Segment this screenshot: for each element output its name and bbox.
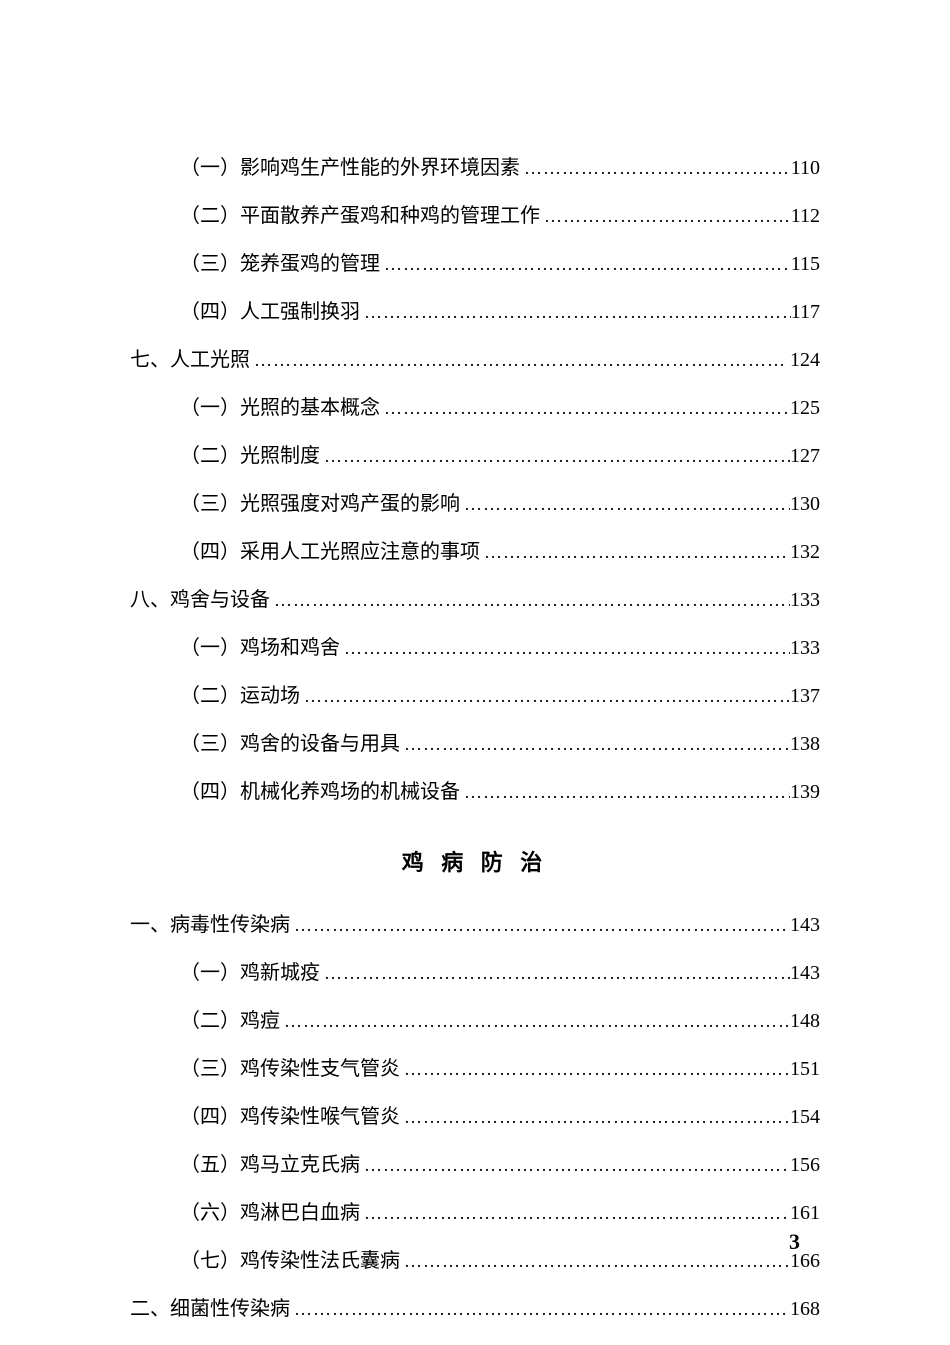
toc-entry-page: 143 (790, 955, 820, 991)
toc-entry-label: （二）光照制度 (180, 438, 320, 474)
toc-entry: （三）笼养蛋鸡的管理…………………………………………………………………………11… (130, 246, 820, 282)
toc-entry: 二、细菌性传染病…………………………………………………………………………168 (130, 1291, 820, 1327)
toc-entry-dots: ………………………………………………………………………… (540, 200, 791, 232)
toc-entry-label: （一）光照的基本概念 (180, 390, 380, 426)
toc-entry-label: （六）鸡淋巴白血病 (180, 1195, 360, 1231)
toc-entry-page: 168 (790, 1291, 820, 1327)
toc-entry-dots: ………………………………………………………………………… (360, 1149, 790, 1181)
toc-entry-label: （四）人工强制换羽 (180, 294, 360, 330)
toc-entry-label: 七、人工光照 (130, 342, 250, 378)
toc-entry-page: 133 (790, 582, 820, 618)
toc-entry-label: （一）影响鸡生产性能的外界环境因素 (180, 150, 520, 186)
toc-entry-page: 117 (791, 294, 820, 330)
toc-entry-page: 137 (790, 678, 820, 714)
toc-entry-label: （三）光照强度对鸡产蛋的影响 (180, 486, 460, 522)
toc-entry-dots: ………………………………………………………………………… (380, 392, 790, 424)
toc-entry-label: （二）平面散养产蛋鸡和种鸡的管理工作 (180, 198, 540, 234)
toc-entry-page: 148 (790, 1003, 820, 1039)
toc-entry-dots: ………………………………………………………………………… (480, 536, 790, 568)
toc-entry-page: 139 (790, 774, 820, 810)
section-title: 鸡 病 防 治 (130, 845, 820, 877)
toc-entry: （四）采用人工光照应注意的事项…………………………………………………………………… (130, 534, 820, 570)
toc-entry: 一、病毒性传染病…………………………………………………………………………143 (130, 907, 820, 943)
toc-entry: （一）鸡场和鸡舍…………………………………………………………………………133 (130, 630, 820, 666)
toc-entry-dots: ………………………………………………………………………… (460, 488, 790, 520)
toc-entry-label: （一）鸡新城疫 (180, 955, 320, 991)
toc-entry-dots: ………………………………………………………………………… (320, 440, 790, 472)
toc-entry-label: （三）鸡舍的设备与用具 (180, 726, 400, 762)
toc-entry-dots: ………………………………………………………………………… (290, 1293, 790, 1325)
toc-entry-dots: ………………………………………………………………………… (290, 909, 790, 941)
toc-entry-label: （四）机械化养鸡场的机械设备 (180, 774, 460, 810)
toc-entry-dots: ………………………………………………………………………… (280, 1005, 790, 1037)
toc-entry: （三）光照强度对鸡产蛋的影响……………………………………………………………………… (130, 486, 820, 522)
toc-entry-label: （三）笼养蛋鸡的管理 (180, 246, 380, 282)
toc-entry-dots: ………………………………………………………………………… (360, 296, 791, 328)
toc-entry-label: （五）鸡马立克氏病 (180, 1147, 360, 1183)
toc-entry: （一）光照的基本概念…………………………………………………………………………12… (130, 390, 820, 426)
toc-entry-label: （二）运动场 (180, 678, 300, 714)
toc-entry: 七、人工光照…………………………………………………………………………124 (130, 342, 820, 378)
toc-entry: （四）鸡传染性喉气管炎…………………………………………………………………………1… (130, 1099, 820, 1135)
toc-entry: （三）鸡舍的设备与用具…………………………………………………………………………1… (130, 726, 820, 762)
toc-entry: （二）平面散养产蛋鸡和种鸡的管理工作…………………………………………………………… (130, 198, 820, 234)
toc-entry-dots: ………………………………………………………………………… (320, 957, 790, 989)
toc-entry-page: 161 (790, 1195, 820, 1231)
toc-entry-page: 154 (790, 1099, 820, 1135)
toc-entry-label: 二、细菌性传染病 (130, 1291, 290, 1327)
toc-entry-dots: ………………………………………………………………………… (400, 1245, 790, 1277)
toc-entry-page: 124 (790, 342, 820, 378)
toc-entry-label: （二）鸡痘 (180, 1003, 280, 1039)
toc-entry-page: 112 (791, 198, 820, 234)
toc-entry-page: 151 (790, 1051, 820, 1087)
toc-entry: （五）鸡马立克氏病…………………………………………………………………………156 (130, 1147, 820, 1183)
toc-entry: （二）运动场…………………………………………………………………………137 (130, 678, 820, 714)
toc-entry-dots: ………………………………………………………………………… (380, 248, 791, 280)
toc-entry-dots: ………………………………………………………………………… (360, 1197, 790, 1229)
toc-entry-page: 115 (791, 246, 820, 282)
toc-entry: （一）鸡新城疫…………………………………………………………………………143 (130, 955, 820, 991)
toc-entry: （六）鸡淋巴白血病…………………………………………………………………………161 (130, 1195, 820, 1231)
toc-entry-label: 八、鸡舍与设备 (130, 582, 270, 618)
toc-entry: （二）光照制度…………………………………………………………………………127 (130, 438, 820, 474)
page-number: 3 (789, 1229, 800, 1255)
toc-entry-page: 110 (791, 150, 820, 186)
toc-entry-page: 130 (790, 486, 820, 522)
toc-entry-page: 138 (790, 726, 820, 762)
toc-entry-dots: ………………………………………………………………………… (400, 1101, 790, 1133)
toc-entry-page: 132 (790, 534, 820, 570)
toc-entry-dots: ………………………………………………………………………… (400, 1053, 790, 1085)
toc-entry: （七）鸡传染性法氏囊病…………………………………………………………………………1… (130, 1243, 820, 1279)
toc-entry: 八、鸡舍与设备…………………………………………………………………………133 (130, 582, 820, 618)
toc-entry-label: （四）鸡传染性喉气管炎 (180, 1099, 400, 1135)
toc-entry-label: （七）鸡传染性法氏囊病 (180, 1243, 400, 1279)
toc-entry-page: 143 (790, 907, 820, 943)
toc-entry-label: （一）鸡场和鸡舍 (180, 630, 340, 666)
toc-entry-page: 133 (790, 630, 820, 666)
page-content: （一）影响鸡生产性能的外界环境因素……………………………………………………………… (130, 150, 820, 1339)
toc-entries-top: （一）影响鸡生产性能的外界环境因素……………………………………………………………… (130, 150, 820, 810)
toc-entry: （二）鸡痘…………………………………………………………………………148 (130, 1003, 820, 1039)
toc-entry-dots: ………………………………………………………………………… (460, 776, 790, 808)
toc-entry: （三）鸡传染性支气管炎…………………………………………………………………………1… (130, 1051, 820, 1087)
toc-entry: （四）机械化养鸡场的机械设备……………………………………………………………………… (130, 774, 820, 810)
toc-entry-dots: ………………………………………………………………………… (340, 632, 790, 664)
toc-entry-dots: ………………………………………………………………………… (300, 680, 790, 712)
toc-entry-dots: ………………………………………………………………………… (520, 152, 791, 184)
toc-entry: （一）影响鸡生产性能的外界环境因素……………………………………………………………… (130, 150, 820, 186)
toc-entry-label: （四）采用人工光照应注意的事项 (180, 534, 480, 570)
toc-entry-dots: ………………………………………………………………………… (270, 584, 790, 616)
toc-entry-page: 156 (790, 1147, 820, 1183)
toc-entry-label: （三）鸡传染性支气管炎 (180, 1051, 400, 1087)
toc-entry-page: 125 (790, 390, 820, 426)
toc-entry-dots: ………………………………………………………………………… (400, 728, 790, 760)
toc-entry-dots: ………………………………………………………………………… (250, 344, 790, 376)
toc-entry-label: 一、病毒性传染病 (130, 907, 290, 943)
toc-entries-bottom: 一、病毒性传染病…………………………………………………………………………143（… (130, 907, 820, 1327)
toc-entry-page: 127 (790, 438, 820, 474)
toc-entry: （四）人工强制换羽…………………………………………………………………………117 (130, 294, 820, 330)
